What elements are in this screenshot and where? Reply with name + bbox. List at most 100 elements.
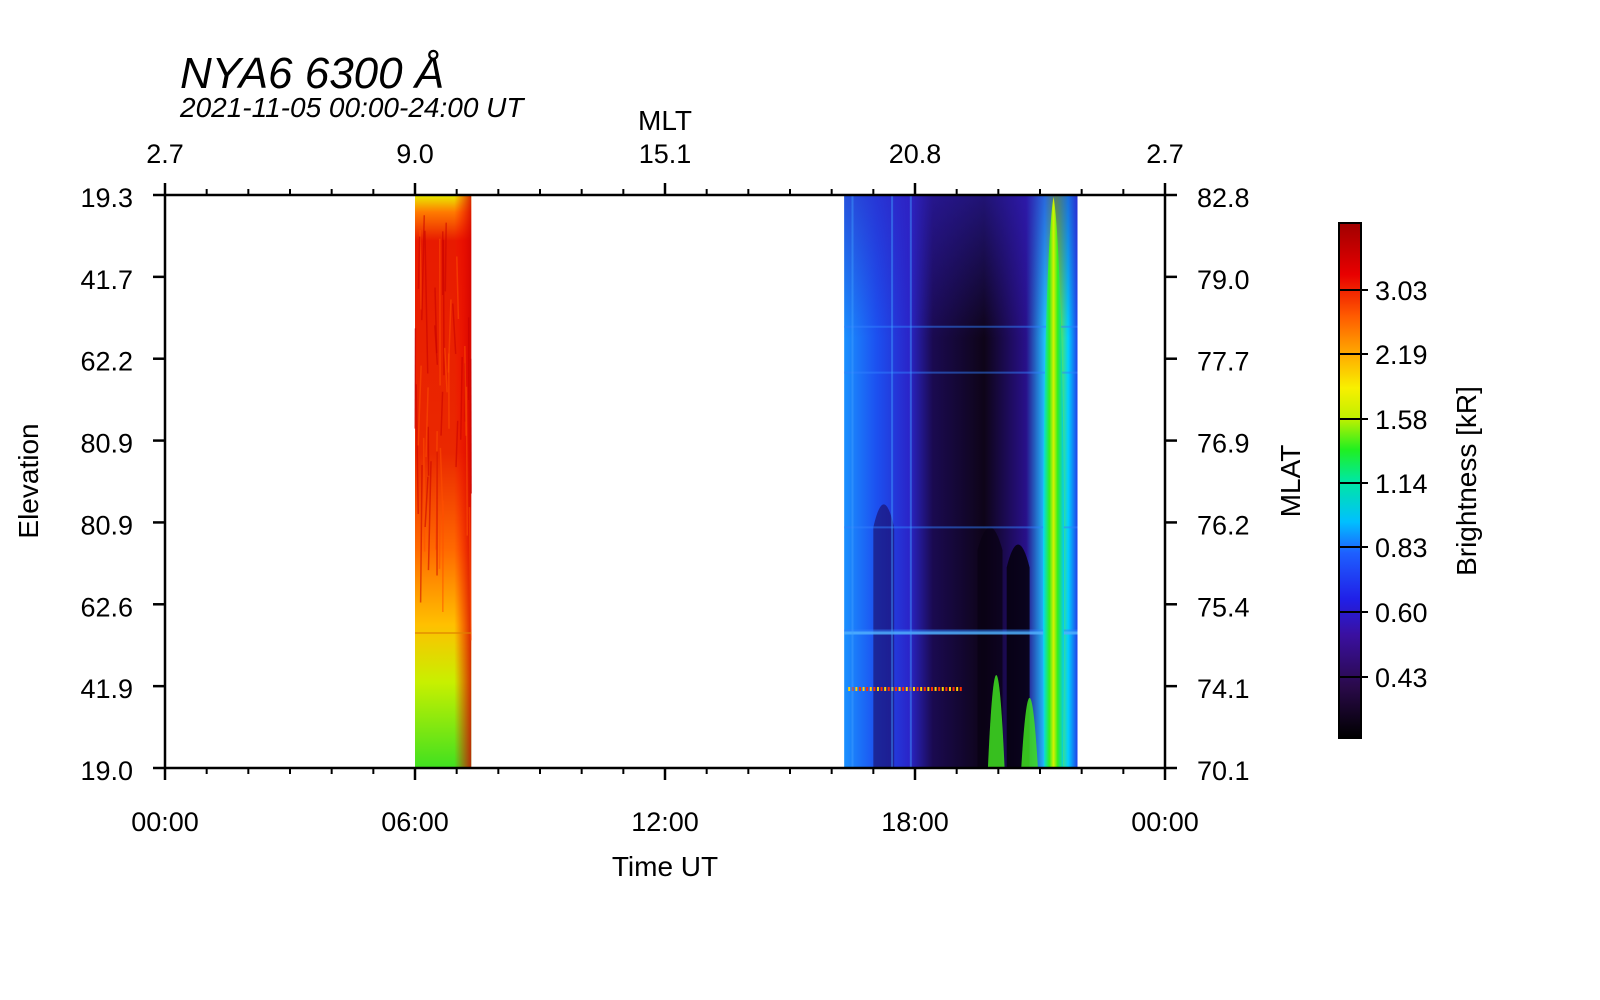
dotted-marker — [930, 687, 933, 691]
y-tick-label: 19.3 — [80, 183, 133, 213]
y2-tick-label: 76.9 — [1197, 429, 1250, 459]
ticks: 00:00 06:00 12:00 18:00 00:00 2.7 9.0 15.1 20.8 2… — [80, 139, 1249, 837]
y2-tick-label: 70.1 — [1197, 756, 1250, 786]
dotted-marker — [902, 687, 905, 691]
dotted-marker — [927, 687, 930, 691]
texture-streak — [427, 461, 432, 571]
texture-streak — [425, 387, 429, 458]
dotted-marker — [959, 687, 962, 691]
dotted-marker — [858, 687, 861, 691]
y2-tick-label: 77.7 — [1197, 347, 1250, 377]
dotted-marker — [941, 687, 944, 691]
colorbar-tick-label: 0.83 — [1375, 533, 1428, 563]
x2-tick-label: 20.8 — [889, 139, 942, 169]
x-tick-label: 06:00 — [381, 807, 449, 837]
dotted-marker — [887, 687, 890, 691]
texture-streak — [417, 365, 422, 446]
texture-streak — [456, 256, 460, 320]
y2-tick-label: 79.0 — [1197, 265, 1250, 295]
colorbar-tick-label: 2.19 — [1375, 340, 1428, 370]
x2-tick-label: 15.1 — [639, 139, 692, 169]
texture-streak — [464, 345, 467, 436]
y-tick-label: 62.2 — [80, 347, 133, 377]
dotted-marker — [873, 687, 876, 691]
texture-streak — [434, 287, 438, 354]
dotted-marker — [948, 687, 951, 691]
x2-tick-label: 9.0 — [396, 139, 434, 169]
texture-streak — [459, 357, 463, 440]
x2-tick-label: 2.7 — [1146, 139, 1184, 169]
y-tick-label: 62.6 — [80, 592, 133, 622]
y-tick-label: 41.7 — [80, 265, 133, 295]
dotted-marker — [956, 687, 959, 691]
x-tick-label: 18:00 — [881, 807, 949, 837]
texture-streak — [440, 391, 444, 436]
x-tick-label: 00:00 — [1131, 807, 1199, 837]
dotted-marker — [862, 687, 865, 691]
dotted-marker — [866, 687, 869, 691]
y-tick-label: 80.9 — [80, 429, 133, 459]
texture-streak — [444, 222, 447, 292]
y2-tick-label: 75.4 — [1197, 592, 1250, 622]
y-axis-title: Elevation — [13, 423, 44, 538]
texture-streak — [419, 464, 423, 603]
x2-tick-label: 2.7 — [146, 139, 184, 169]
x-tick-label: 00:00 — [131, 807, 199, 837]
chart-title: NYA6 6300 Å — [180, 49, 444, 98]
dotted-marker — [905, 687, 908, 691]
dotted-marker — [855, 687, 858, 691]
dotted-marker — [952, 687, 955, 691]
data-block-arc — [1043, 197, 1064, 768]
bright-base-feature — [987, 674, 1005, 768]
texture-streak — [465, 386, 469, 536]
x-axis-title: Time UT — [612, 851, 718, 882]
dotted-marker — [945, 687, 948, 691]
dotted-marker — [894, 687, 897, 691]
texture-streak — [442, 239, 445, 376]
colorbar-tick-label: 0.43 — [1375, 663, 1428, 693]
texture-streak — [424, 230, 429, 374]
texture-streak — [417, 236, 421, 289]
texture-streak — [422, 437, 426, 552]
y2-tick-label: 76.2 — [1197, 510, 1250, 540]
dotted-marker — [934, 687, 937, 691]
texture-streak — [424, 476, 429, 528]
dotted-marker — [880, 687, 883, 691]
dotted-marker — [909, 687, 912, 691]
dotted-marker — [923, 687, 926, 691]
texture-streak — [415, 384, 419, 514]
y-tick-label: 80.9 — [80, 510, 133, 540]
dotted-marker — [898, 687, 901, 691]
texture-streak — [469, 358, 472, 494]
colorbar: 3.03 2.19 1.58 1.14 0.83 0.60 0.43 — [1338, 222, 1428, 739]
colorbar-title: Brightness [kR] — [1451, 386, 1482, 576]
texture-streak — [421, 215, 426, 321]
dark-band — [873, 504, 895, 768]
dotted-marker — [916, 687, 919, 691]
texture-streak — [455, 420, 459, 468]
dotted-marker — [912, 687, 915, 691]
dotted-marker — [851, 687, 854, 691]
texture-streak — [443, 347, 448, 393]
x2-axis-title: MLT — [638, 105, 692, 136]
colorbar-tick-label: 3.03 — [1375, 276, 1428, 306]
y-tick-label: 41.9 — [80, 674, 133, 704]
chart-subtitle: 2021-11-05 00:00-24:00 UT — [179, 92, 525, 123]
dotted-marker — [848, 687, 851, 691]
y2-axis-title: MLAT — [1275, 445, 1306, 518]
texture-streak — [452, 303, 457, 354]
dotted-marker — [876, 687, 879, 691]
colorbar-gradient — [1338, 222, 1362, 739]
colorbar-tick-label: 0.60 — [1375, 598, 1428, 628]
colorbar-tick-label: 1.14 — [1375, 469, 1428, 499]
dotted-marker — [884, 687, 887, 691]
y2-tick-label: 82.8 — [1197, 183, 1250, 213]
plot-data-area — [414, 195, 1078, 768]
y-tick-label: 19.0 — [80, 756, 133, 786]
dotted-marker — [938, 687, 941, 691]
colorbar-tick-label: 1.58 — [1375, 405, 1428, 435]
texture-streak — [468, 507, 472, 641]
y2-tick-label: 74.1 — [1197, 674, 1250, 704]
